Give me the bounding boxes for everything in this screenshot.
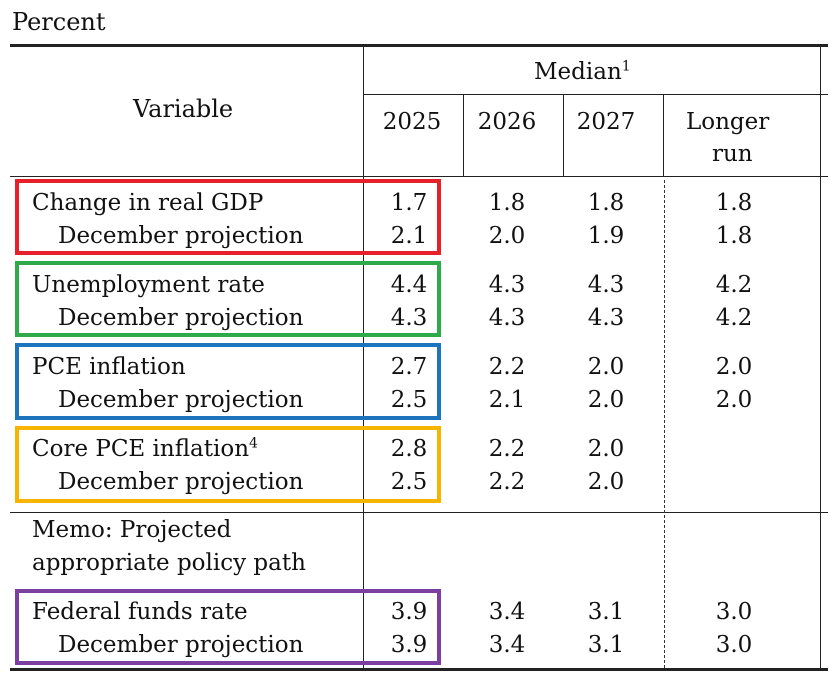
row-label: December projection <box>58 632 304 658</box>
row-label: Unemployment rate <box>32 272 265 298</box>
median-footnote-marker: 1 <box>621 58 631 75</box>
row-label: December projection <box>58 387 304 413</box>
cell-value: 3.4 <box>488 632 526 658</box>
cell-value: 1.8 <box>715 190 753 216</box>
median-rule <box>363 94 828 95</box>
row-label: Core PCE inflation4 <box>32 435 258 462</box>
cell-value: 2.0 <box>488 223 526 249</box>
cell-value: 2.2 <box>488 469 526 495</box>
unit-label: Percent <box>12 8 106 36</box>
cell-value: 2.2 <box>488 436 526 462</box>
cell-value: 4.4 <box>390 272 428 298</box>
cell-value: 4.3 <box>488 272 526 298</box>
variable-header: Variable <box>133 95 234 123</box>
cell-value: 3.0 <box>715 632 753 658</box>
cell-value: 2.2 <box>488 354 526 380</box>
cell-value: 4.3 <box>587 305 625 331</box>
row-label: PCE inflation <box>32 354 186 380</box>
year-divider-1 <box>463 95 464 176</box>
median-header: Median1 <box>534 58 631 85</box>
cell-value: 1.8 <box>715 223 753 249</box>
row-label: Change in real GDP <box>32 190 264 216</box>
cell-value: 2.0 <box>587 354 625 380</box>
table-top-rule <box>10 44 828 47</box>
pce-highlight-box <box>15 343 441 420</box>
cell-value: 4.3 <box>488 305 526 331</box>
row-label: December projection <box>58 305 304 331</box>
memo-label-line1: Memo: Projected <box>32 517 232 543</box>
cell-value: 2.0 <box>715 387 753 413</box>
memo-rule <box>10 512 828 513</box>
cell-value: 2.0 <box>587 387 625 413</box>
cell-value: 3.9 <box>390 599 428 625</box>
cell-value: 4.2 <box>715 272 753 298</box>
cell-value: 3.0 <box>715 599 753 625</box>
row-label: Federal funds rate <box>32 599 248 625</box>
variable-column-divider <box>363 45 364 669</box>
year-divider-3 <box>663 95 664 176</box>
cell-value: 2.5 <box>390 469 428 495</box>
header-bottom-rule <box>10 176 828 177</box>
core-pce-footnote-marker: 4 <box>249 435 258 452</box>
cell-value: 1.8 <box>587 190 625 216</box>
cell-value: 2.1 <box>390 223 428 249</box>
cell-value: 4.3 <box>390 305 428 331</box>
cell-value: 2.8 <box>390 436 428 462</box>
memo-label-line2: appropriate policy path <box>32 550 306 576</box>
year-header-2026: 2026 <box>477 109 537 135</box>
table-bottom-rule <box>10 668 828 671</box>
fed-funds-highlight-box <box>15 589 441 665</box>
cell-value: 1.9 <box>587 223 625 249</box>
gdp-highlight-box <box>15 179 441 255</box>
cell-value: 2.0 <box>715 354 753 380</box>
cell-value: 2.5 <box>390 387 428 413</box>
longer-run-dashed-divider <box>664 180 665 668</box>
cell-value: 4.3 <box>587 272 625 298</box>
right-column-divider <box>820 45 821 669</box>
cell-value: 3.4 <box>488 599 526 625</box>
year-divider-2 <box>563 95 564 176</box>
longer-run-header-line2: run <box>712 141 753 167</box>
row-label: December projection <box>58 223 304 249</box>
longer-run-header-line1: Longer <box>686 109 770 135</box>
unemployment-highlight-box <box>15 261 441 337</box>
row-label: December projection <box>58 469 304 495</box>
cell-value: 1.7 <box>390 190 428 216</box>
cell-value: 3.1 <box>587 599 625 625</box>
core-pce-highlight-box <box>15 426 441 503</box>
cell-value: 3.1 <box>587 632 625 658</box>
cell-value: 2.0 <box>587 436 625 462</box>
cell-value: 1.8 <box>488 190 526 216</box>
cell-value: 4.2 <box>715 305 753 331</box>
year-header-2027: 2027 <box>576 109 636 135</box>
cell-value: 2.7 <box>390 354 428 380</box>
cell-value: 3.9 <box>390 632 428 658</box>
year-header-2025: 2025 <box>382 109 442 135</box>
cell-value: 2.0 <box>587 469 625 495</box>
cell-value: 2.1 <box>488 387 526 413</box>
